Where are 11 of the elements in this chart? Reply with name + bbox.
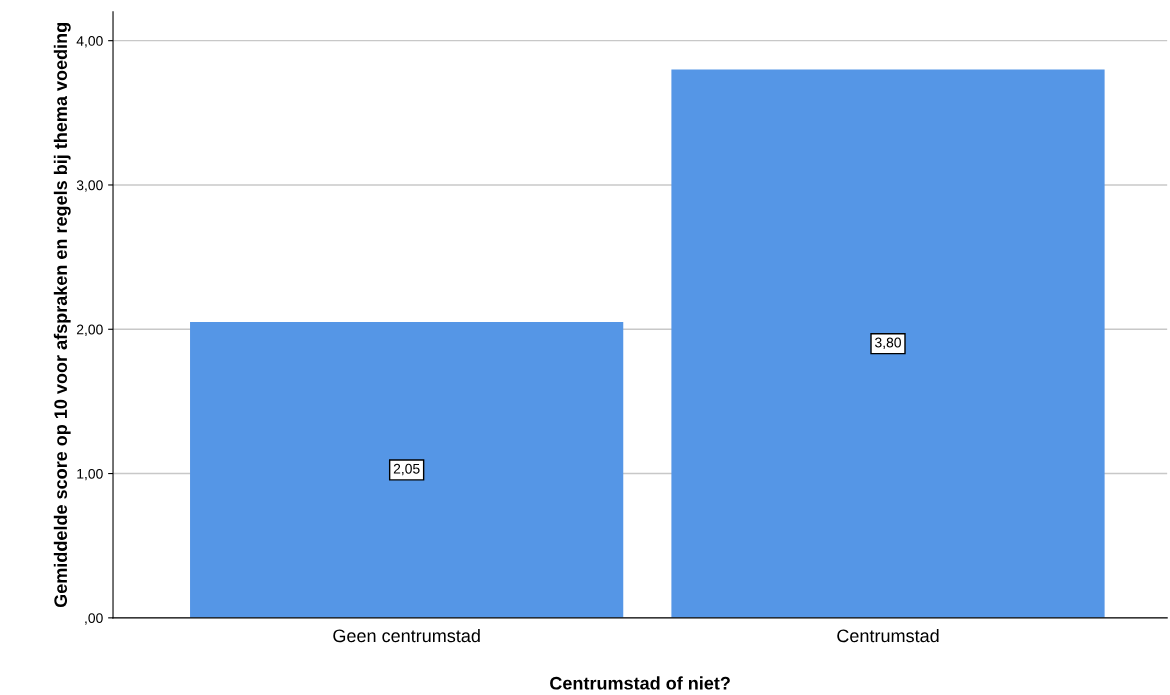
y-tick-label: 1,00 xyxy=(77,468,103,481)
y-tick-label: 3,00 xyxy=(76,180,103,192)
y-axis-title: Gemiddelde score op 10 voor afspraken en regels bij thema voeding xyxy=(53,23,71,608)
y-tick-label: 2,00 xyxy=(76,324,103,337)
y-tick-label: 4,00 xyxy=(76,36,103,48)
y-tick-label: ,00 xyxy=(85,613,103,625)
data-label: 2,05 xyxy=(393,463,420,476)
x-axis-title: Centrumstad of niet? xyxy=(550,676,730,690)
x-tick-label: Centrumstad xyxy=(837,628,939,643)
x-tick-label: Geen centrumstad xyxy=(333,628,480,643)
data-label: 3,80 xyxy=(875,337,901,350)
